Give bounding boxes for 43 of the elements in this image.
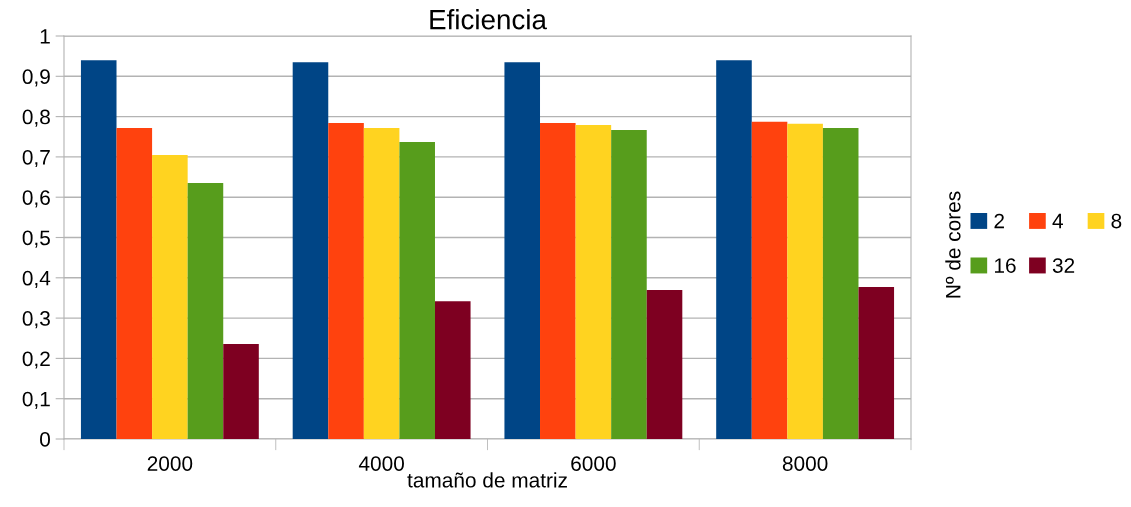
bar: [292, 62, 329, 439]
bar: [80, 60, 117, 439]
y-tick-label: 0,4: [22, 270, 51, 289]
y-tick-label: 0,7: [22, 149, 50, 168]
bar: [223, 343, 259, 439]
bar: [399, 141, 435, 439]
legend-title: Nº de cores: [945, 191, 961, 298]
y-tick-label: 0,3: [22, 311, 50, 329]
chart-title: Eficiencia: [430, 9, 547, 30]
bar: [434, 301, 471, 439]
bar: [363, 127, 400, 439]
x-tick-label: 6000: [571, 456, 616, 471]
bar: [187, 183, 224, 439]
y-tick-label: 0,2: [22, 351, 50, 369]
legend-label: 2: [994, 213, 1004, 229]
bar: [504, 62, 541, 439]
x-tick-label: 4000: [358, 456, 404, 471]
bar: [716, 60, 752, 439]
y-tick-label: 1: [40, 29, 50, 44]
bar: [751, 121, 788, 439]
bar: [328, 123, 364, 439]
legend-label: 32: [1052, 258, 1075, 273]
bar: [152, 154, 188, 439]
bar: [787, 123, 823, 439]
legend-label: 8: [1111, 213, 1122, 229]
bar: [116, 127, 153, 439]
x-tick-label: 2000: [147, 456, 193, 471]
bar: [822, 127, 859, 439]
bar: [646, 289, 683, 439]
y-tick-label: 0,6: [22, 190, 50, 208]
x-axis-title: tamaño de matriz: [407, 472, 567, 488]
x-tick-label: 8000: [782, 456, 828, 471]
y-tick-label: 0,8: [22, 109, 50, 127]
y-tick-label: 0,9: [22, 69, 50, 87]
bar: [611, 129, 647, 439]
y-tick-label: 0,1: [22, 391, 50, 409]
bar: [540, 123, 576, 439]
legend-label: 4: [1052, 213, 1063, 229]
legend-label: 16: [995, 258, 1016, 273]
y-tick-label: 0: [40, 432, 50, 447]
bar: [858, 287, 895, 439]
y-tick-label: 0,5: [22, 230, 50, 248]
bar: [575, 125, 612, 439]
